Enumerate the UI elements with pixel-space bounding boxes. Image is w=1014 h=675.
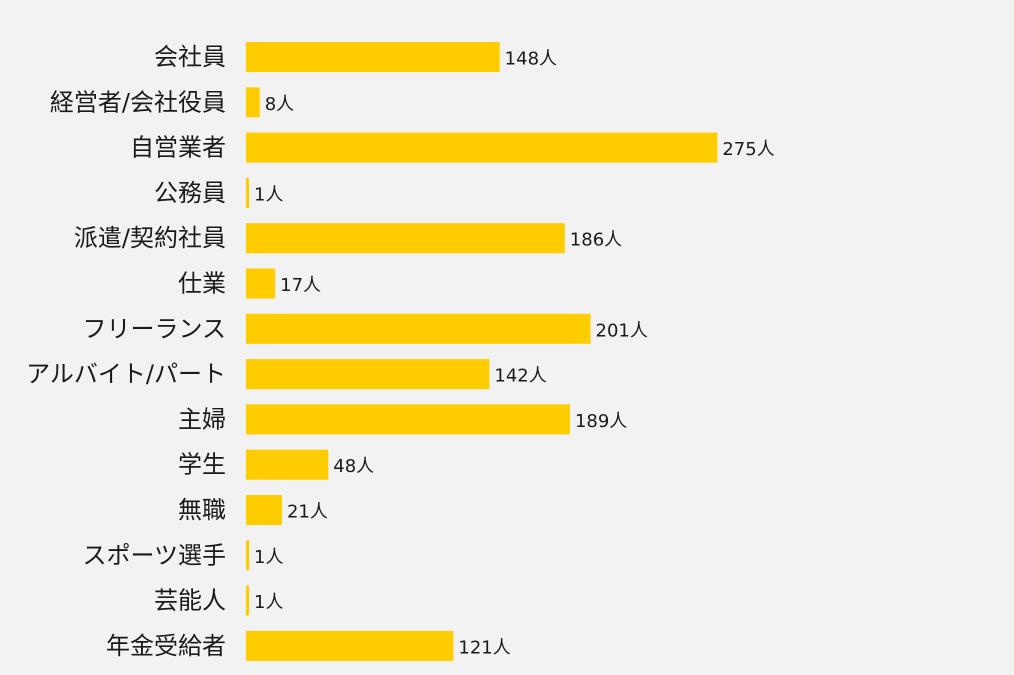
category-label: 年金受給者 [106,632,226,660]
bar [246,223,565,254]
category-label: 仕業 [178,270,226,298]
category-label: スポーツ選手 [82,541,226,569]
value-label: 201人 [596,320,648,341]
value-label: 189人 [575,411,627,432]
bar [246,585,249,616]
value-label: 186人 [570,230,622,251]
bar [246,87,260,118]
category-label: フリーランス [82,315,226,343]
bar [246,42,500,72]
category-label: 会社員 [154,43,226,71]
category-label: 無職 [178,496,226,524]
bar [246,177,249,208]
value-label: 275人 [722,139,774,160]
value-label: 148人 [505,49,557,70]
value-label: 17人 [280,275,321,296]
bar [246,268,276,299]
value-label: 142人 [494,366,546,387]
bar [246,313,591,344]
value-label: 1人 [254,547,283,568]
category-label: 芸能人 [154,587,226,615]
category-label: 公務員 [154,179,226,207]
value-label: 48人 [333,456,374,477]
category-label: 経営者/会社役員 [50,88,226,116]
value-label: 8人 [265,94,294,115]
category-label: アルバイト/パート [26,360,226,388]
category-label: 派遣/契約社員 [74,224,226,252]
bar [246,630,454,661]
bar [246,359,490,390]
bar [246,132,718,163]
bar [246,540,249,571]
value-label: 21人 [287,502,328,523]
bar [246,495,282,525]
bar [246,404,570,435]
category-label: 学生 [178,451,226,479]
bar [246,449,329,480]
value-label: 121人 [458,637,510,658]
category-label: 主婦 [178,405,226,433]
value-label: 1人 [254,592,283,613]
value-label: 1人 [254,184,283,205]
category-label: 自営業者 [130,134,226,162]
